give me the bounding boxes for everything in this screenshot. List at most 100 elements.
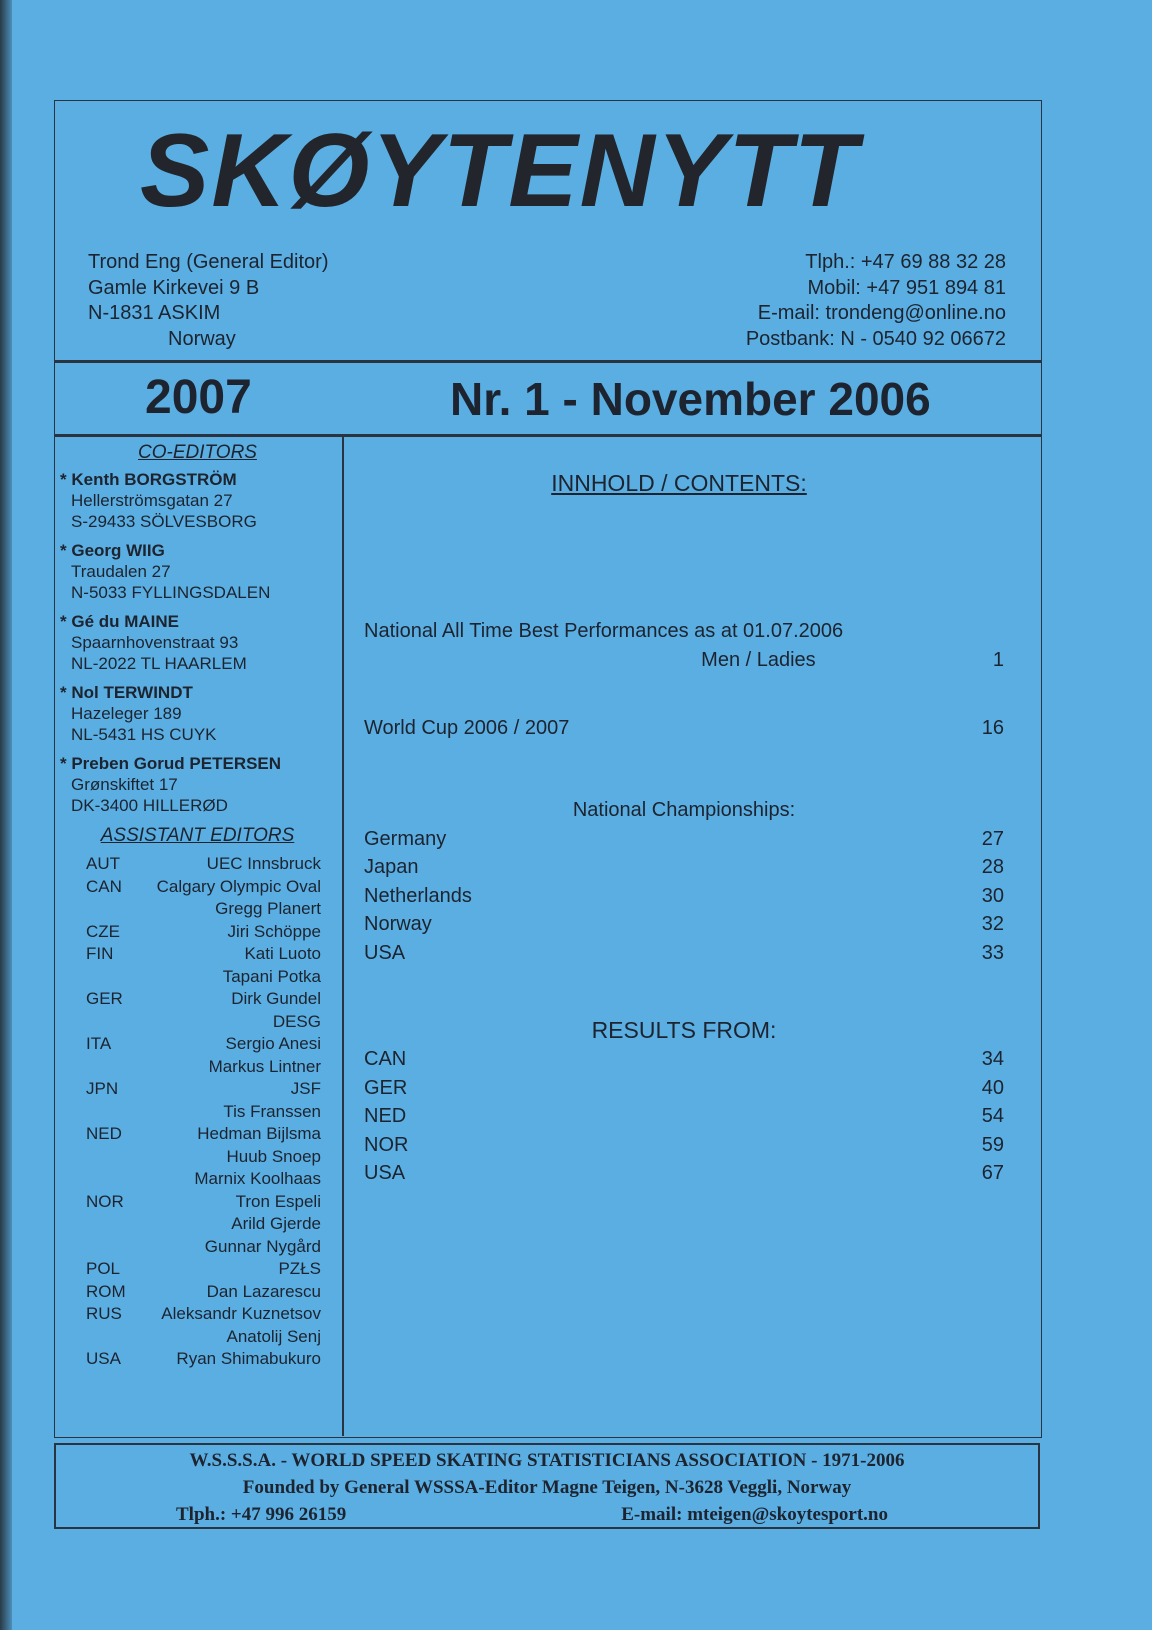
cover-frame — [54, 100, 1042, 1438]
editor-name: PZŁS — [278, 1259, 321, 1278]
assistant-editor-row: Gregg Planert — [60, 898, 335, 921]
country-code: CAN — [86, 876, 122, 896]
editor-name: Ryan Shimabukuro — [176, 1349, 321, 1368]
volume-year: 2007 — [145, 371, 252, 424]
editors-column: CO-EDITORS * Kenth BORGSTRÖM Hellerströms… — [60, 440, 335, 1371]
entry-page: 34 — [981, 1048, 1004, 1070]
assistant-editor-row: DESG — [60, 1011, 335, 1034]
co-editor-city: NL-5431 HS CUYK — [71, 725, 217, 744]
entry-title: World Cup 2006 / 2007 — [364, 717, 570, 739]
assistant-editor-row: FIN Kati Luoto — [60, 943, 335, 966]
bullet-icon: * — [60, 754, 72, 773]
assistant-editor-row: ITA Sergio Anesi — [60, 1033, 335, 1056]
co-editor: * Georg WIIG Traudalen 27 N-5033 FYLLINGSD… — [60, 541, 335, 603]
editor-line: Norway — [168, 327, 236, 350]
editor-contact: Tlph.: +47 69 88 32 28 Mobil: +47 951 89… — [746, 250, 1006, 352]
editor-name: Hedman Bijlsma — [197, 1124, 321, 1143]
editor-name: Tron Espeli — [235, 1191, 321, 1211]
co-editor-address: Grønskiftet 17 — [71, 775, 178, 794]
masthead-title: SKØYTENYTT — [140, 113, 860, 229]
assistant-editor-row: JPN JSF — [60, 1078, 335, 1101]
co-editors-list: * Kenth BORGSTRÖM Hellerströmsgatan 27 S-2… — [60, 470, 335, 816]
contact-line: Postbank: N - 0540 92 06672 — [745, 327, 1006, 350]
entry-page: 1 — [992, 648, 1004, 671]
co-editor-address: Spaarnhovenstraat 93 — [71, 633, 239, 652]
editor-name: Markus Lintner — [208, 1056, 321, 1076]
assistant-editor-row: NOR Tron Espeli — [60, 1191, 335, 1214]
editor-name: Arild Gjerde — [231, 1214, 321, 1233]
co-editor: * Preben Gorud PETERSEN Grønskiftet 17 DK-… — [60, 754, 335, 816]
contents-entry: NED 54 — [364, 1102, 1004, 1131]
editor-name: Tis Franssen — [223, 1101, 321, 1121]
editor-name: Sergio Anesi — [225, 1034, 321, 1053]
footer-line: Founded by General WSSSA-Editor Magne Te… — [242, 1477, 852, 1498]
bullet-icon: * — [60, 683, 72, 702]
co-editor-name: * Gé du MAINE — [60, 612, 335, 632]
country-code: JPN — [86, 1079, 119, 1098]
assistant-editor-row: USA Ryan Shimabukuro — [60, 1348, 335, 1371]
footer-line: W.S.S.S.A. - WORLD SPEED SKATING STATIST… — [189, 1450, 905, 1471]
divider — [54, 434, 1042, 437]
co-editor-city: NL-2022 TL HAARLEM — [71, 654, 247, 673]
assistant-editor-row: GER Dirk Gundel — [60, 988, 335, 1011]
assistant-editor-row: RUS Aleksandr Kuznetsov — [60, 1303, 335, 1326]
name-text: Preben Gorud PETERSEN — [71, 754, 282, 773]
contents-entry: USA 67 — [364, 1159, 1004, 1188]
entry-title: USA — [364, 941, 406, 964]
contact-line: E-mail: trondeng@online.no — [757, 302, 1006, 324]
contents-heading: INNHOLD / CONTENTS: — [551, 470, 807, 496]
editor-address: Trond Eng (General Editor) Gamle Kirkeve… — [88, 250, 328, 352]
editor-name: DESG — [272, 1011, 321, 1031]
contents-entry: National All Time Best Performances as a… — [364, 617, 1004, 646]
editor-line: Trond Eng (General Editor) — [88, 251, 329, 273]
entry-title: Netherlands — [364, 884, 472, 907]
name-text: Georg WIIG — [71, 541, 165, 560]
contents-entry: NOR 59 — [364, 1131, 1004, 1160]
entry-page: 16 — [981, 717, 1004, 739]
contact-line: Mobil: +47 951 894 81 — [807, 276, 1007, 299]
editor-name: Gregg Planert — [215, 899, 321, 918]
entry-page: 40 — [981, 1076, 1004, 1099]
co-editor-name: * Nol TERWINDT — [60, 683, 335, 703]
bullet-icon: * — [60, 541, 72, 560]
entry-title: Japan — [364, 856, 419, 878]
assistant-editors-heading: ASSISTANT EDITORS — [100, 825, 295, 846]
country-code: USA — [86, 1349, 121, 1368]
co-editor-name: * Preben Gorud PETERSEN — [60, 754, 335, 774]
co-editor-address: Traudalen 27 — [71, 562, 171, 581]
assistant-editor-row: NED Hedman Bijlsma — [60, 1123, 335, 1146]
bullet-icon: * — [60, 470, 72, 489]
assistant-editor-row: Arild Gjerde — [60, 1213, 335, 1236]
entry-page: 32 — [981, 913, 1004, 935]
co-editor-address: Hellerströmsgatan 27 — [71, 491, 233, 510]
entry-title: NED — [364, 1105, 407, 1127]
assistant-editor-row: ROM Dan Lazarescu — [60, 1281, 335, 1304]
assistant-editor-row: CAN Calgary Olympic Oval — [60, 876, 335, 899]
editor-name: Tapani Potka — [222, 966, 321, 986]
co-editors-heading: CO-EDITORS — [138, 442, 257, 463]
country-code: GER — [86, 989, 123, 1008]
nc-heading: National Championships: — [572, 798, 796, 821]
country-code: POL — [86, 1259, 121, 1278]
assistant-editor-row: Markus Lintner — [60, 1056, 335, 1079]
entry-page: 33 — [981, 941, 1004, 964]
contents-entry: Netherlands 30 — [364, 882, 1004, 911]
entry-title: National All Time Best Performances as a… — [364, 620, 844, 642]
entry-title: Norway — [364, 913, 432, 935]
contents-entry: World Cup 2006 / 2007 16 — [364, 714, 1004, 743]
co-editor-address: Hazeleger 189 — [71, 704, 182, 723]
contact-line: Tlph.: +47 69 88 32 28 — [805, 251, 1006, 273]
editor-name: Aleksandr Kuznetsov — [161, 1304, 321, 1323]
issue-title: Nr. 1 - November 2006 — [450, 373, 931, 425]
name-text: Kenth BORGSTRÖM — [71, 470, 237, 489]
contents-entry: Men / Ladies 1 — [364, 646, 1004, 675]
co-editor-city: N-5033 FYLLINGSDALEN — [71, 583, 271, 602]
footer-email: E-mail: mteigen@skoytesport.no — [621, 1504, 888, 1525]
country-code: ROM — [86, 1281, 126, 1301]
contents-entry: CAN 34 — [364, 1045, 1004, 1074]
editor-name: Calgary Olympic Oval — [156, 876, 321, 896]
editor-name: Gunnar Nygård — [204, 1236, 321, 1256]
editor-name: Marnix Koolhaas — [194, 1169, 321, 1188]
assistant-editor-row: POL PZŁS — [60, 1258, 335, 1281]
co-editor-name: * Georg WIIG — [60, 541, 335, 561]
